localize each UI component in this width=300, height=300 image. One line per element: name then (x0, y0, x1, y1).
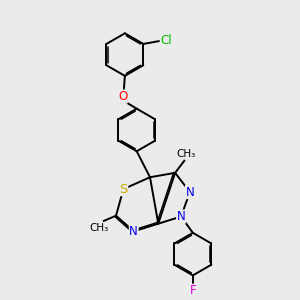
Text: N: N (177, 210, 185, 223)
Text: CH₃: CH₃ (89, 223, 109, 232)
Text: F: F (190, 284, 196, 297)
Text: N: N (129, 225, 138, 238)
Text: N: N (185, 185, 194, 199)
Text: CH₃: CH₃ (176, 149, 196, 159)
Text: S: S (119, 183, 128, 196)
Text: Cl: Cl (160, 34, 172, 47)
Text: O: O (118, 90, 127, 103)
